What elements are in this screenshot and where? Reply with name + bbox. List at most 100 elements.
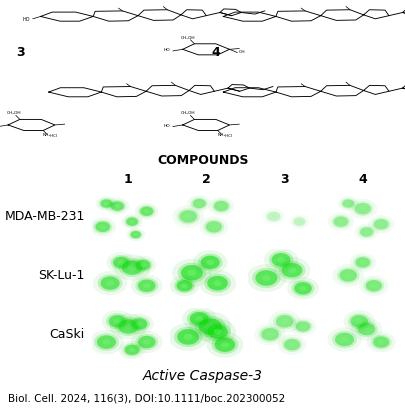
Polygon shape bbox=[130, 231, 141, 238]
Polygon shape bbox=[198, 319, 235, 345]
Text: ·HCl: ·HCl bbox=[224, 134, 232, 138]
Text: Biol. Cell. 2024, 116(3), DOI:10.1111/boc.202300052: Biol. Cell. 2024, 116(3), DOI:10.1111/bo… bbox=[8, 394, 285, 404]
Polygon shape bbox=[189, 312, 231, 342]
Polygon shape bbox=[333, 217, 347, 227]
Polygon shape bbox=[255, 270, 277, 286]
Polygon shape bbox=[140, 263, 146, 267]
Polygon shape bbox=[352, 256, 371, 269]
Polygon shape bbox=[220, 342, 228, 348]
Text: HO: HO bbox=[163, 48, 170, 52]
Polygon shape bbox=[213, 280, 221, 286]
Polygon shape bbox=[101, 310, 133, 332]
Polygon shape bbox=[140, 207, 153, 216]
Polygon shape bbox=[295, 321, 309, 332]
Polygon shape bbox=[288, 342, 294, 347]
Polygon shape bbox=[273, 257, 310, 283]
Polygon shape bbox=[197, 254, 222, 271]
Polygon shape bbox=[365, 280, 381, 291]
Polygon shape bbox=[211, 335, 238, 354]
Polygon shape bbox=[336, 267, 359, 284]
Polygon shape bbox=[344, 273, 351, 278]
Text: 3: 3 bbox=[16, 46, 25, 59]
Polygon shape bbox=[377, 340, 384, 344]
Polygon shape bbox=[347, 199, 376, 219]
Polygon shape bbox=[339, 269, 356, 282]
Polygon shape bbox=[117, 260, 124, 265]
Polygon shape bbox=[187, 195, 211, 212]
Polygon shape bbox=[143, 339, 150, 344]
Polygon shape bbox=[177, 329, 199, 345]
Polygon shape bbox=[354, 203, 370, 215]
Text: SK-Lu-1: SK-Lu-1 bbox=[38, 269, 85, 282]
Polygon shape bbox=[100, 225, 105, 229]
Text: 4: 4 bbox=[211, 46, 220, 59]
Polygon shape bbox=[341, 199, 353, 208]
Polygon shape bbox=[327, 212, 353, 231]
Polygon shape bbox=[330, 215, 350, 229]
Polygon shape bbox=[258, 326, 281, 342]
Polygon shape bbox=[111, 201, 124, 211]
Polygon shape bbox=[138, 205, 155, 217]
Polygon shape bbox=[354, 321, 377, 337]
Polygon shape bbox=[170, 275, 198, 296]
Polygon shape bbox=[291, 280, 314, 296]
Polygon shape bbox=[326, 327, 361, 351]
Polygon shape bbox=[102, 339, 110, 345]
Polygon shape bbox=[366, 332, 395, 352]
Polygon shape bbox=[246, 264, 286, 292]
Polygon shape bbox=[281, 319, 288, 324]
Polygon shape bbox=[340, 337, 347, 342]
Polygon shape bbox=[350, 315, 367, 328]
Polygon shape bbox=[359, 260, 365, 265]
Polygon shape bbox=[213, 201, 228, 211]
Polygon shape bbox=[115, 204, 120, 208]
Polygon shape bbox=[266, 332, 273, 337]
Polygon shape bbox=[189, 312, 208, 326]
Polygon shape bbox=[181, 284, 188, 288]
Polygon shape bbox=[350, 318, 382, 340]
Text: Active Caspase-3: Active Caspase-3 bbox=[143, 369, 262, 383]
Polygon shape bbox=[124, 216, 139, 227]
Polygon shape bbox=[263, 248, 297, 272]
Polygon shape bbox=[281, 337, 302, 352]
Polygon shape bbox=[211, 199, 230, 213]
Polygon shape bbox=[261, 328, 278, 340]
Polygon shape bbox=[370, 284, 376, 288]
Polygon shape bbox=[98, 198, 114, 209]
Polygon shape bbox=[122, 343, 141, 357]
Polygon shape bbox=[130, 331, 162, 353]
Polygon shape bbox=[105, 198, 129, 215]
Polygon shape bbox=[109, 200, 126, 212]
Text: ·HCl: ·HCl bbox=[50, 134, 58, 138]
Polygon shape bbox=[134, 203, 158, 219]
Polygon shape bbox=[337, 219, 343, 224]
Polygon shape bbox=[293, 217, 305, 226]
Polygon shape bbox=[176, 208, 199, 224]
Polygon shape bbox=[261, 275, 270, 281]
Polygon shape bbox=[114, 319, 121, 324]
Polygon shape bbox=[373, 219, 388, 229]
Polygon shape bbox=[97, 335, 116, 349]
Polygon shape bbox=[192, 199, 205, 208]
Polygon shape bbox=[104, 202, 109, 205]
Polygon shape bbox=[113, 254, 150, 281]
Polygon shape bbox=[362, 278, 384, 293]
Polygon shape bbox=[273, 313, 295, 329]
Text: MDA-MB-231: MDA-MB-231 bbox=[4, 210, 85, 223]
Polygon shape bbox=[206, 332, 243, 358]
Polygon shape bbox=[332, 264, 363, 286]
Polygon shape bbox=[172, 205, 204, 228]
Polygon shape bbox=[186, 310, 211, 328]
Polygon shape bbox=[296, 220, 301, 223]
Polygon shape bbox=[196, 202, 201, 206]
Polygon shape bbox=[176, 280, 192, 291]
Polygon shape bbox=[133, 233, 137, 236]
Polygon shape bbox=[143, 283, 150, 288]
Polygon shape bbox=[94, 333, 119, 351]
Polygon shape bbox=[340, 198, 355, 209]
Polygon shape bbox=[355, 319, 362, 324]
Polygon shape bbox=[347, 313, 370, 329]
Polygon shape bbox=[126, 228, 145, 241]
Polygon shape bbox=[286, 277, 318, 300]
Polygon shape bbox=[136, 322, 142, 326]
